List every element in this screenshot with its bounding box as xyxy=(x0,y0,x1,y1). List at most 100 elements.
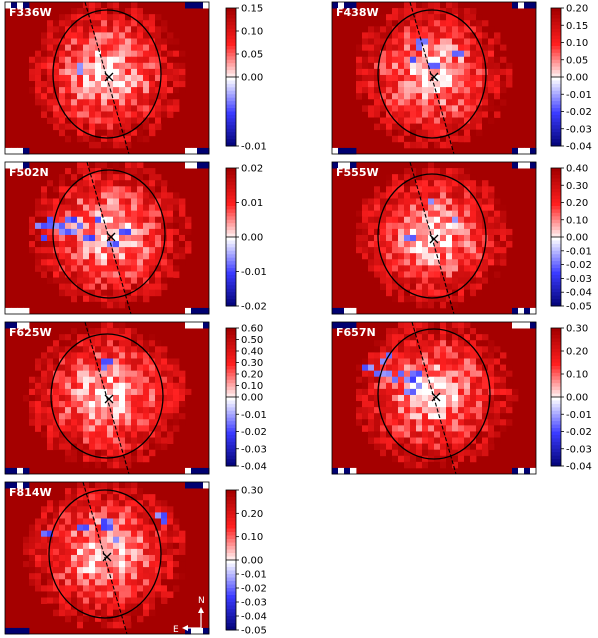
map-pixel xyxy=(446,62,453,70)
map-pixel xyxy=(119,455,126,463)
map-pixel xyxy=(440,32,447,39)
map-pixel xyxy=(386,425,393,432)
map-pixel xyxy=(53,346,60,353)
map-pixel xyxy=(488,437,495,444)
map-pixel xyxy=(470,222,477,230)
map-pixel xyxy=(131,407,138,414)
axis-line xyxy=(84,321,130,475)
map-pixel xyxy=(77,228,84,236)
map-pixel xyxy=(476,50,483,58)
map-pixel xyxy=(41,506,48,513)
map-pixel xyxy=(446,295,453,303)
map-pixel xyxy=(113,56,120,64)
map-pixel xyxy=(107,334,114,341)
map-pixel xyxy=(125,68,132,76)
colorbar-tick-label: 0.00 xyxy=(566,393,588,404)
map-pixel xyxy=(137,168,144,175)
map-pixel xyxy=(107,32,114,39)
map-pixel xyxy=(179,530,186,538)
map-pixel xyxy=(101,443,108,451)
map-pixel xyxy=(131,277,138,284)
map-pixel xyxy=(113,358,120,365)
map-pixel xyxy=(203,482,210,489)
map-pixel xyxy=(125,162,132,169)
colorbar-segment xyxy=(226,28,236,33)
map-pixel xyxy=(71,93,78,100)
map-pixel xyxy=(149,561,156,568)
map-pixel xyxy=(464,382,471,390)
map-pixel xyxy=(398,253,405,260)
map-pixel xyxy=(101,210,108,218)
map-pixel xyxy=(17,147,24,155)
map-pixel xyxy=(392,431,399,438)
map-pixel xyxy=(362,228,369,236)
map-pixel xyxy=(404,192,411,199)
map-pixel xyxy=(428,241,435,248)
map-pixel xyxy=(65,259,72,266)
colorbar-segment xyxy=(551,334,561,339)
colorbar-segment xyxy=(226,431,236,436)
map-pixel xyxy=(89,455,96,463)
map-pixel xyxy=(494,437,501,444)
map-pixel xyxy=(53,579,60,586)
colorbar-tick-label: 0.30 xyxy=(566,324,588,335)
map-pixel xyxy=(101,123,108,131)
map-pixel xyxy=(119,38,126,45)
colorbar-tick-label: -0.01 xyxy=(566,246,592,257)
map-pixel xyxy=(470,50,477,58)
map-pixel xyxy=(83,234,90,242)
map-pixel xyxy=(101,283,108,291)
map-pixel xyxy=(410,283,417,291)
map-pixel xyxy=(179,573,186,580)
map-pixel xyxy=(440,443,447,451)
map-pixel xyxy=(155,512,162,519)
map-pixel xyxy=(83,81,90,88)
map-pixel xyxy=(83,388,90,396)
map-pixel xyxy=(452,241,459,248)
map-pixel xyxy=(77,609,84,617)
map-pixel xyxy=(23,388,30,396)
map-pixel xyxy=(488,56,495,64)
map-pixel xyxy=(416,449,423,457)
colorbar-segment xyxy=(226,56,236,61)
map-pixel xyxy=(83,210,90,218)
map-pixel xyxy=(125,283,132,291)
map-pixel xyxy=(428,394,435,402)
map-pixel xyxy=(143,271,150,278)
map-pixel xyxy=(95,38,102,45)
map-pixel xyxy=(179,68,186,76)
map-pixel xyxy=(143,117,150,124)
map-pixel xyxy=(155,567,162,574)
map-pixel xyxy=(452,425,459,432)
map-pixel xyxy=(476,192,483,199)
map-pixel xyxy=(422,265,429,272)
map-pixel xyxy=(119,68,126,76)
map-pixel xyxy=(386,265,393,272)
map-pixel xyxy=(398,358,405,365)
map-pixel xyxy=(77,50,84,58)
map-pixel xyxy=(155,38,162,45)
map-pixel xyxy=(155,186,162,193)
map-pixel xyxy=(125,530,132,538)
map-pixel xyxy=(131,554,138,562)
map-pixel xyxy=(71,512,78,519)
map-pixel xyxy=(410,111,417,118)
map-pixel xyxy=(392,346,399,353)
map-pixel xyxy=(35,567,42,574)
map-pixel xyxy=(83,14,90,21)
map-pixel xyxy=(59,234,66,242)
map-pixel xyxy=(428,407,435,414)
map-pixel xyxy=(422,301,429,309)
map-pixel xyxy=(143,32,150,39)
map-pixel xyxy=(440,210,447,218)
map-pixel xyxy=(119,443,126,451)
map-pixel xyxy=(119,482,126,489)
map-pixel xyxy=(83,283,90,291)
map-pixel xyxy=(470,358,477,365)
map-pixel xyxy=(59,382,66,390)
map-pixel xyxy=(410,228,417,236)
map-pixel xyxy=(434,210,441,218)
map-pixel xyxy=(422,449,429,457)
map-pixel xyxy=(101,162,108,169)
map-pixel xyxy=(185,147,192,155)
